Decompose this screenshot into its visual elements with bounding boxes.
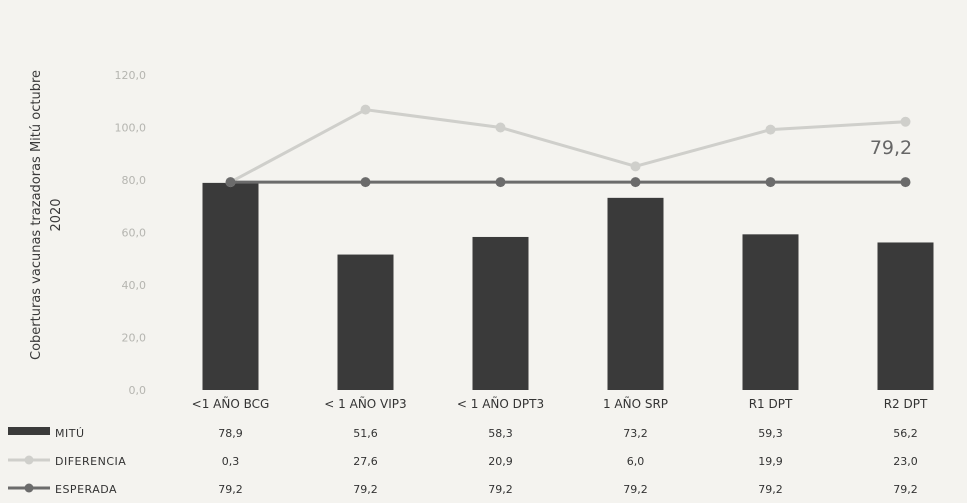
point-esperada [225, 177, 236, 188]
x-axis-categories: <1 AÑO BCG < 1 AÑO VIP3 < 1 AÑO DPT3 1 AÑO … [192, 396, 928, 411]
legend-key-mitu [8, 427, 50, 435]
point-esperada [765, 177, 776, 188]
bar-series-mitu [202, 182, 934, 390]
point-diferencia [765, 124, 776, 135]
line-diferencia [229, 108, 906, 184]
data-label-esperada: 79,2 [623, 483, 648, 496]
y-tick-label: 60,0 [122, 227, 147, 240]
point-diferencia [630, 161, 641, 172]
data-label-diferencia: 0,3 [222, 455, 240, 468]
data-label-diferencia: 19,9 [758, 455, 783, 468]
x-tick-label: < 1 AÑO DPT3 [457, 396, 544, 411]
esperada-annotation: 79,2 [870, 137, 912, 159]
legend-key-marker [24, 455, 34, 465]
data-label-esperada: 79,2 [488, 483, 513, 496]
legend-label: ESPERADA [55, 483, 117, 496]
data-label-esperada: 79,2 [758, 483, 783, 496]
bar-mitu [472, 236, 529, 390]
y-tick-label: 0,0 [129, 384, 147, 397]
legend-label: DIFERENCIA [55, 455, 126, 468]
y-tick-label: 120,0 [115, 69, 147, 82]
data-label-diferencia: 6,0 [627, 455, 645, 468]
data-label-diferencia: 20,9 [488, 455, 513, 468]
legend-key-marker [24, 483, 34, 493]
x-tick-label: R1 DPT [749, 397, 793, 411]
data-label-mitú: 56,2 [893, 427, 918, 440]
point-esperada [360, 177, 371, 188]
data-label-esperada: 79,2 [893, 483, 918, 496]
y-tick-label: 40,0 [122, 279, 147, 292]
data-table: MITÚ 78,9 51,6 58,3 73,2 59,3 56,2 DIFERENCIA 0,… [8, 427, 918, 496]
point-diferencia [495, 122, 506, 133]
bar-mitu [607, 197, 664, 390]
point-esperada [900, 177, 911, 188]
data-label-diferencia: 27,6 [353, 455, 378, 468]
x-tick-label: <1 AÑO BCG [192, 396, 270, 411]
data-label-diferencia: 23,0 [893, 455, 918, 468]
bar-mitu [877, 242, 934, 390]
line-series [225, 104, 911, 188]
x-tick-label: 1 AÑO SRP [603, 396, 668, 411]
data-label-esperada: 79,2 [353, 483, 378, 496]
point-esperada [495, 177, 506, 188]
data-label-esperada: 79,2 [218, 483, 243, 496]
data-label-mitú: 59,3 [758, 427, 783, 440]
data-label-mitú: 58,3 [488, 427, 513, 440]
bar-mitu [337, 254, 394, 390]
x-tick-label: R2 DPT [884, 397, 928, 411]
x-tick-label: < 1 AÑO VIP3 [324, 396, 406, 411]
data-label-mitú: 78,9 [218, 427, 243, 440]
point-esperada [630, 177, 641, 188]
legend-label: MITÚ [55, 427, 85, 440]
data-label-mitú: 51,6 [353, 427, 378, 440]
data-label-mitú: 73,2 [623, 427, 648, 440]
y-axis-title-line-1: Coberturas vacunas trazadoras Mitú octub… [29, 70, 44, 360]
point-diferencia [360, 104, 371, 115]
y-tick-label: 20,0 [122, 332, 147, 345]
y-axis-title-line-2: 2020 [49, 198, 64, 231]
y-axis-title: Coberturas vacunas trazadoras Mitú octub… [29, 70, 64, 360]
bar-mitu [742, 234, 799, 390]
y-tick-label: 80,0 [122, 174, 147, 187]
y-axis-ticks: 0,0 20,0 40,0 60,0 80,0 100,0 120,0 [115, 69, 147, 397]
point-diferencia [900, 116, 911, 127]
bar-mitu [202, 182, 259, 390]
y-tick-label: 100,0 [115, 122, 147, 135]
